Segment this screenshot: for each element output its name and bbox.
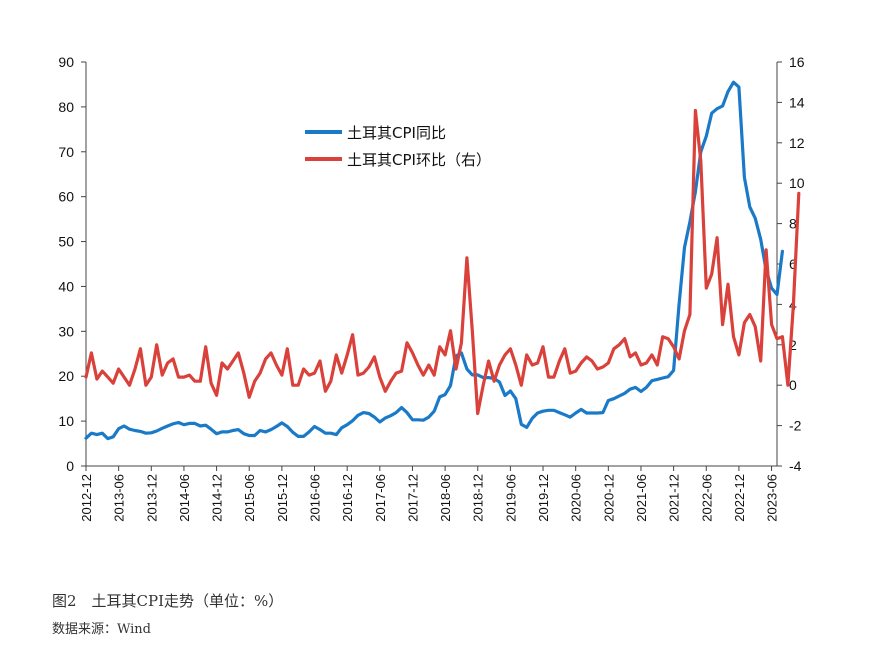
series-line-yoy: [84, 80, 785, 441]
x-tick-label: 2012-12: [79, 474, 94, 522]
left-tick-label: 90: [58, 54, 74, 70]
right-tick-label: -4: [789, 458, 802, 474]
x-tick-label: 2022-12: [732, 474, 747, 522]
x-tick-label: 2023-06: [765, 474, 780, 522]
x-tick-label: 2015-06: [242, 474, 257, 522]
left-tick-label: 60: [58, 189, 74, 205]
x-tick-label: 2015-12: [275, 474, 290, 522]
right-tick-label: 6: [789, 256, 797, 272]
legend-label: 土耳其CPI环比（右）: [347, 151, 491, 169]
left-tick-label: 20: [58, 368, 74, 384]
left-tick-label: 80: [58, 99, 74, 115]
left-tick-label: 30: [58, 323, 74, 339]
x-tick-label: 2022-06: [699, 474, 714, 522]
right-tick-label: 12: [789, 135, 805, 151]
x-tick-label: 2017-12: [405, 474, 420, 522]
legend-label: 土耳其CPI同比: [347, 124, 446, 142]
x-tick-label: 2018-12: [471, 474, 486, 522]
axes: [85, 62, 778, 467]
x-axis-ticks: 2012-12 2013-06 2013-12 2014-06 2014-12 2015-…: [79, 466, 780, 522]
x-tick-label: 2013-12: [144, 474, 159, 522]
figure-caption: 图2 土耳其CPI走势（单位：%）: [52, 592, 284, 610]
x-tick-label: 2014-06: [177, 474, 192, 522]
data-source: 数据来源：Wind: [52, 622, 151, 637]
x-tick-label: 2014-12: [210, 474, 225, 522]
left-axis-ticks: 0 10 20 30 40 50 60 70 80 90: [58, 54, 86, 474]
x-tick-label: 2017-06: [373, 474, 388, 522]
right-tick-label: 14: [789, 94, 805, 110]
series-line-mom: [84, 108, 801, 416]
x-tick-label: 2019-12: [536, 474, 551, 522]
right-tick-label: 10: [789, 175, 805, 191]
right-tick-label: 8: [789, 216, 797, 232]
x-tick-label: 2021-06: [634, 474, 649, 522]
right-tick-label: 2: [789, 337, 797, 353]
right-tick-label: 16: [789, 54, 805, 70]
x-tick-label: 2016-06: [308, 474, 323, 522]
right-tick-label: 0: [789, 377, 797, 393]
left-tick-label: 0: [66, 458, 74, 474]
series-lines: [84, 80, 801, 441]
x-tick-label: 2013-06: [112, 474, 127, 522]
x-tick-label: 2019-06: [503, 474, 518, 522]
left-tick-label: 40: [58, 278, 74, 294]
left-tick-label: 70: [58, 144, 74, 160]
x-tick-label: 2018-06: [438, 474, 453, 522]
left-tick-label: 10: [58, 413, 74, 429]
right-tick-label: -2: [789, 418, 802, 434]
x-tick-label: 2020-06: [569, 474, 584, 522]
x-tick-label: 2021-12: [667, 474, 682, 522]
x-tick-label: 2016-12: [340, 474, 355, 522]
left-tick-label: 50: [58, 234, 74, 250]
x-tick-label: 2020-12: [601, 474, 616, 522]
